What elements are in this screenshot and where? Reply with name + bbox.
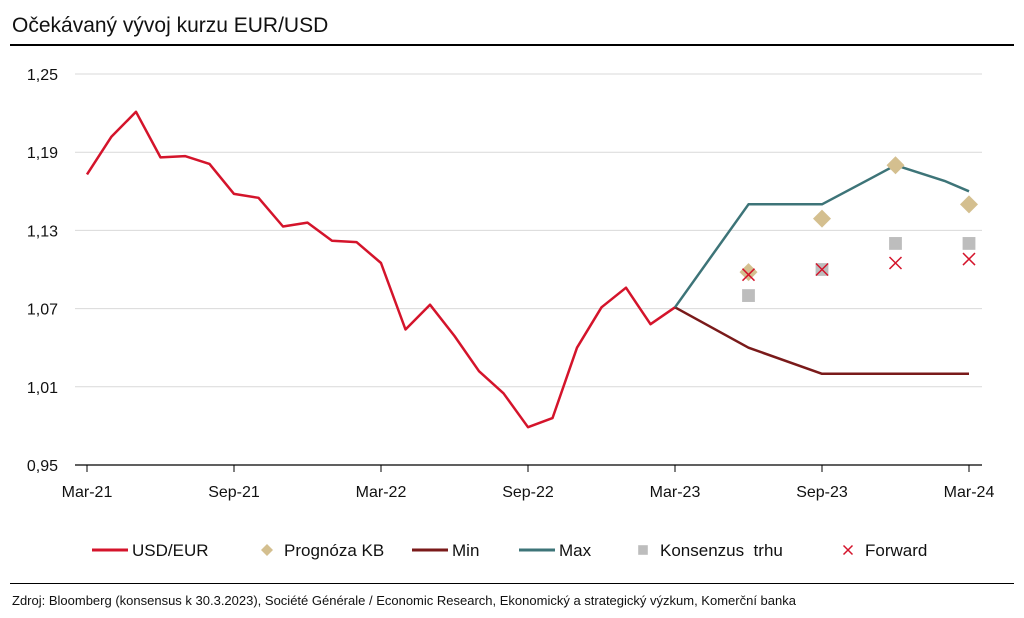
y-tick-label: 1,13 bbox=[27, 223, 58, 240]
legend-swatch bbox=[638, 545, 648, 555]
legend-item-forward: Forward bbox=[842, 541, 927, 560]
x-tick-label: Mar-22 bbox=[356, 484, 407, 501]
data-point bbox=[742, 289, 755, 302]
legend-label: Konsenzus trhu bbox=[660, 541, 783, 560]
series-forward bbox=[741, 252, 976, 282]
y-tick-label: 1,07 bbox=[27, 302, 58, 319]
series-usd-eur bbox=[85, 110, 676, 429]
data-point bbox=[962, 252, 976, 266]
source-divider bbox=[10, 583, 1014, 584]
x-tick-label: Mar-24 bbox=[944, 484, 995, 501]
y-tick-label: 1,19 bbox=[27, 145, 58, 162]
data-point bbox=[962, 237, 976, 250]
chart-title: Očekávaný vývoj kurzu EUR/USD bbox=[12, 14, 329, 37]
x-tick-label: Mar-21 bbox=[62, 484, 113, 501]
data-point bbox=[739, 263, 758, 282]
legend-item-prognoza-kb: Prognóza KB bbox=[261, 541, 384, 560]
legend-swatch bbox=[842, 544, 854, 556]
legend-item-konsenzus-trhu: Konsenzus trhu bbox=[638, 541, 783, 560]
series-konsenzus-trhu bbox=[742, 237, 976, 302]
x-tick-label: Sep-23 bbox=[796, 484, 848, 501]
data-point bbox=[886, 156, 905, 175]
legend-label: Min bbox=[452, 541, 479, 560]
axes: 0,95 1,01 1,07 1,13 1,19 1,25 Mar-21 Sep-21 Mar-… bbox=[27, 67, 995, 501]
data-point bbox=[813, 209, 831, 228]
gridlines bbox=[75, 73, 982, 388]
legend-swatch bbox=[261, 544, 273, 556]
legend-item-usd-eur: USD/EUR bbox=[92, 541, 209, 560]
legend-label: Forward bbox=[865, 541, 927, 560]
series-min bbox=[674, 306, 969, 376]
data-point bbox=[889, 237, 902, 250]
legend-item-min: Min bbox=[412, 541, 479, 560]
legend-label: Prognóza KB bbox=[284, 541, 384, 560]
series-layer bbox=[85, 110, 978, 429]
legend: USD/EUR Prognóza KB Min Max Konsenzus trhu Fo… bbox=[92, 541, 927, 560]
title-divider bbox=[10, 44, 1014, 46]
line-chart: 0,95 1,01 1,07 1,13 1,19 1,25 Mar-21 Sep-21 Mar-… bbox=[27, 67, 995, 560]
data-point bbox=[815, 262, 829, 277]
legend-item-max: Max bbox=[519, 541, 592, 560]
y-tick-label: 1,25 bbox=[27, 67, 58, 84]
x-tick-label: Sep-21 bbox=[208, 484, 260, 501]
legend-label: Max bbox=[559, 541, 592, 560]
series-line bbox=[673, 163, 970, 309]
series-prognoza-kb bbox=[739, 156, 978, 282]
data-point bbox=[888, 256, 903, 270]
y-tick-label: 1,01 bbox=[27, 380, 58, 397]
series-line bbox=[85, 110, 676, 429]
series-max bbox=[673, 163, 970, 309]
y-tick-label: 0,95 bbox=[27, 458, 58, 475]
x-tick-label: Sep-22 bbox=[502, 484, 554, 501]
legend-label: USD/EUR bbox=[132, 541, 209, 560]
x-tick-label: Mar-23 bbox=[650, 484, 701, 501]
series-line bbox=[674, 306, 969, 376]
data-point bbox=[960, 195, 978, 214]
source-note: Zdroj: Bloomberg (konsensus k 30.3.2023)… bbox=[12, 593, 796, 608]
data-point bbox=[741, 268, 756, 282]
